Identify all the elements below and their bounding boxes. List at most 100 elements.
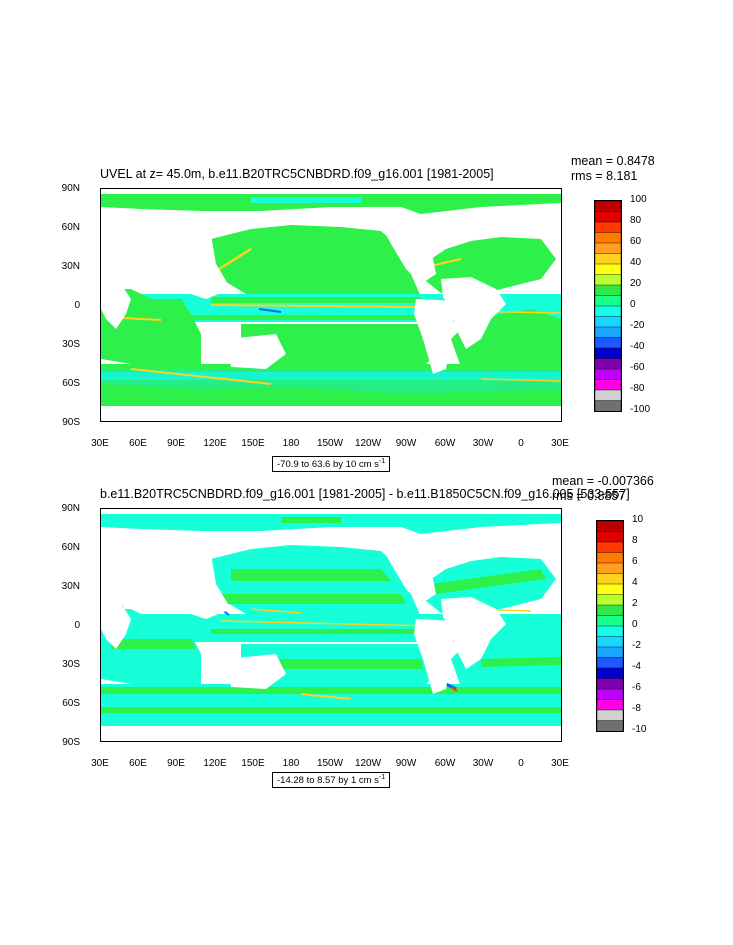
- colorbar-swatch: [596, 667, 624, 680]
- upper-mean-label: mean = 0.8478: [571, 154, 655, 168]
- colorbar-swatch: [594, 368, 622, 381]
- lower-lon-label-120E: 120E: [203, 758, 227, 769]
- upper-colorbar-label-80: 80: [630, 215, 642, 226]
- upper-lat-label-90N: 90N: [61, 183, 80, 194]
- upper-lat-label-0: 0: [74, 300, 80, 311]
- upper-lat-label-30N: 30N: [61, 261, 80, 272]
- upper-lat-label-90S: 90S: [62, 417, 80, 428]
- lower-lat-label-60S: 60S: [62, 698, 80, 709]
- upper-map-plot: [101, 189, 561, 421]
- lower-lon-label-90E: 90E: [167, 758, 185, 769]
- colorbar-swatch: [594, 263, 622, 276]
- upper-colorbar-label-neg20: -20: [630, 320, 645, 331]
- colorbar-swatch: [594, 200, 622, 213]
- colorbar-swatch: [594, 347, 622, 360]
- colorbar-swatch: [596, 541, 624, 554]
- colorbar-swatch: [596, 657, 624, 669]
- lower-lat-label-60N: 60N: [61, 542, 80, 553]
- colorbar-swatch: [594, 379, 622, 391]
- lower-colorbar: 10 8 6 4 2 0 -2 -4 -6 -8 -10: [596, 514, 656, 735]
- colorbar-swatch: [596, 552, 624, 564]
- colorbar-swatch: [594, 326, 622, 339]
- lower-colorbar-label-neg4: -4: [632, 661, 641, 672]
- colorbar-swatch: [594, 389, 622, 402]
- upper-lat-label-60S: 60S: [62, 378, 80, 389]
- lower-lon-label-30E-right: 30E: [551, 758, 569, 769]
- lower-colorbar-label-neg6: -6: [632, 682, 641, 693]
- lower-map-frame: [100, 508, 562, 742]
- lower-colorbar-label-6: 6: [632, 556, 638, 567]
- lower-lat-label-30N: 30N: [61, 581, 80, 592]
- lower-lon-label-150W: 150W: [316, 758, 344, 769]
- upper-lon-label-120E: 120E: [203, 438, 227, 449]
- lower-lon-label-30W: 30W: [472, 758, 494, 769]
- upper-map-title: UVEL at z= 45.0m, b.e11.B20TRC5CNBDRD.f0…: [100, 167, 494, 181]
- upper-colorbar-label-40: 40: [630, 257, 642, 268]
- upper-lat-label-30S: 30S: [62, 339, 80, 350]
- colorbar-swatch: [596, 699, 624, 711]
- colorbar-swatch: [594, 242, 622, 255]
- upper-lon-label-150W: 150W: [316, 438, 344, 449]
- upper-colorbar-label-neg100: -100: [630, 404, 651, 415]
- upper-lon-label-30E: 30E: [91, 438, 109, 449]
- lower-lon-label-0: 0: [518, 758, 524, 769]
- lower-rms-label: rms = 0.8857: [552, 489, 626, 503]
- upper-colorbar-label-60: 60: [630, 236, 642, 247]
- colorbar-swatch: [594, 211, 622, 223]
- colorbar-swatch: [594, 274, 622, 286]
- upper-colorbar-label-20: 20: [630, 278, 642, 289]
- colorbar-swatch: [596, 531, 624, 543]
- lower-lon-label-120W: 120W: [354, 758, 382, 769]
- lower-lon-label-60W: 60W: [434, 758, 456, 769]
- lower-lon-label-180: 180: [282, 758, 300, 769]
- lower-lon-label-60E: 60E: [129, 758, 147, 769]
- lower-colorbar-label-neg10: -10: [632, 724, 647, 735]
- lower-colorbar-label-10: 10: [632, 514, 644, 525]
- upper-lon-label-30E-right: 30E: [551, 438, 569, 449]
- upper-colorbar-label-100: 100: [630, 194, 647, 205]
- upper-lon-label-30W: 30W: [472, 438, 494, 449]
- upper-map-panel: UVEL at z= 45.0m, b.e11.B20TRC5CNBDRD.f0…: [0, 150, 733, 473]
- colorbar-swatch: [596, 594, 624, 606]
- lower-colorbar-label-neg2: -2: [632, 640, 641, 651]
- colorbar-swatch: [596, 636, 624, 648]
- upper-colorbar-label-0: 0: [630, 299, 636, 310]
- colorbar-swatch: [594, 232, 622, 244]
- upper-lon-label-90E: 90E: [167, 438, 185, 449]
- colorbar-swatch: [596, 646, 624, 659]
- colorbar-swatch: [594, 284, 622, 297]
- upper-colorbar-swatches: [594, 200, 622, 412]
- lower-lon-label-150E: 150E: [241, 758, 265, 769]
- colorbar-swatch: [594, 221, 622, 234]
- upper-lon-label-180: 180: [282, 438, 300, 449]
- upper-contour-range-label: -70.9 to 63.6 by 10 cm s-1: [272, 456, 391, 473]
- lower-colorbar-label-neg8: -8: [632, 703, 641, 714]
- colorbar-swatch: [594, 295, 622, 307]
- lower-colorbar-label-2: 2: [632, 598, 638, 609]
- lower-contour-range-label: -14.28 to 8.57 by 1 cm s-1: [272, 772, 391, 789]
- lower-lat-label-0: 0: [74, 620, 80, 631]
- lower-lat-label-30S: 30S: [62, 659, 80, 670]
- colorbar-swatch: [596, 709, 624, 722]
- lower-colorbar-label-0: 0: [632, 619, 638, 630]
- upper-colorbar-label-neg40: -40: [630, 341, 645, 352]
- colorbar-swatch: [594, 305, 622, 318]
- colorbar-swatch: [596, 604, 624, 617]
- upper-lon-label-90W: 90W: [395, 438, 417, 449]
- upper-lon-label-150E: 150E: [241, 438, 265, 449]
- lower-lat-label-90S: 90S: [62, 737, 80, 748]
- upper-lon-label-120W: 120W: [354, 438, 382, 449]
- upper-colorbar-label-neg80: -80: [630, 383, 645, 394]
- lower-map-plot: [101, 509, 561, 741]
- upper-map-frame: [100, 188, 562, 422]
- colorbar-swatch: [596, 562, 624, 575]
- colorbar-swatch: [594, 400, 622, 412]
- upper-lon-label-0: 0: [518, 438, 524, 449]
- colorbar-swatch: [594, 337, 622, 349]
- lower-lon-label-30E: 30E: [91, 758, 109, 769]
- upper-colorbar-label-neg60: -60: [630, 362, 645, 373]
- colorbar-swatch: [594, 253, 622, 265]
- lower-lon-label-90W: 90W: [395, 758, 417, 769]
- upper-lon-label-60E: 60E: [129, 438, 147, 449]
- colorbar-swatch: [596, 720, 624, 732]
